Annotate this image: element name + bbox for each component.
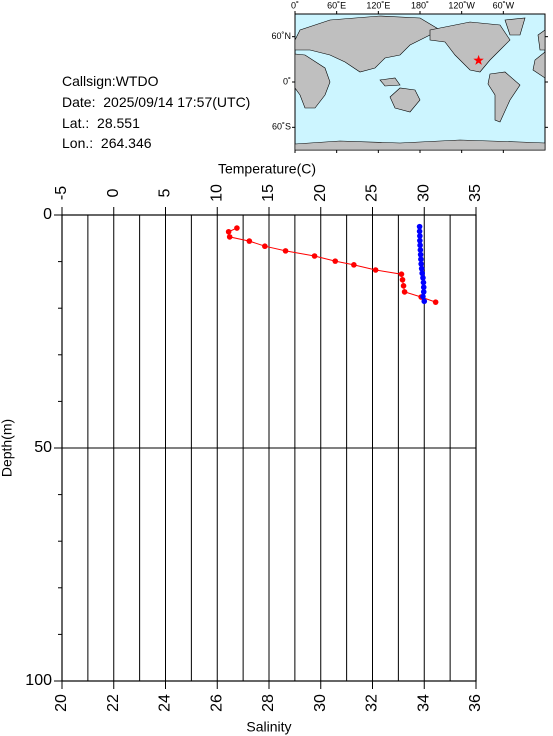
x2-tick-label: 30 [415, 184, 432, 202]
profile-line [228, 227, 436, 303]
info-label: Lon.: [62, 135, 101, 151]
x2-tick-label: 0 [105, 188, 122, 197]
profile-point [420, 289, 427, 295]
profile-point [332, 258, 339, 264]
profile-point [416, 223, 423, 230]
profile-point [311, 253, 318, 259]
info-label: Lat.: [62, 115, 97, 131]
info-value: 28.551 [97, 115, 140, 131]
profile-point [420, 284, 427, 291]
map-lon-label: 60˚W [493, 0, 515, 10]
info-value: WTDO [116, 73, 159, 89]
profile-point [262, 243, 268, 250]
profile-point [225, 228, 232, 235]
profile-point [420, 275, 426, 281]
map-lat-label: 0˚ [283, 76, 291, 86]
profile-point [417, 233, 423, 239]
y-tick-label: 50 [34, 439, 52, 456]
profile-point [372, 267, 379, 273]
profile-point [417, 242, 423, 249]
profile-point [420, 293, 426, 300]
info-label: Callsign: [62, 73, 116, 89]
info-row: Callsign:WTDO [62, 73, 159, 89]
profile-point [398, 271, 405, 277]
x2-tick-label: 10 [208, 184, 225, 202]
land [294, 15, 441, 73]
x-tick-label: 36 [467, 694, 484, 712]
profile-point [418, 265, 425, 272]
x-tick-label: 34 [415, 694, 432, 712]
profile-point [417, 251, 424, 258]
y-tick-label: 100 [25, 672, 52, 689]
profile-point [418, 261, 424, 267]
y-axis-label: Depth(m) [0, 419, 15, 477]
map-lon-label: 60˚E [327, 0, 346, 10]
info-row: Lat.: 28.551 [62, 115, 140, 131]
profile-point [246, 238, 253, 244]
map-lat-label: 60˚N [271, 31, 291, 41]
y-tick-label: 0 [43, 206, 52, 223]
info-value: 2025/09/14 17:57(UTC) [103, 94, 250, 110]
x-tick-label: 32 [364, 694, 381, 712]
land [487, 71, 521, 123]
map-lon-label: 120˚W [448, 0, 475, 10]
profile-point [351, 262, 357, 268]
x-tick-label: 30 [312, 694, 329, 712]
map-lon-label: 180˚ [411, 0, 429, 10]
info-row: Lon.: 264.346 [62, 135, 152, 151]
location-marker [473, 54, 484, 65]
x2-tick-label: 5 [157, 188, 174, 197]
info-row: Date: 2025/09/14 17:57(UTC) [62, 94, 250, 110]
profile-point [416, 228, 423, 235]
map [294, 13, 546, 151]
map-lon-label: 0˚ [291, 0, 299, 10]
plot-frame [61, 214, 477, 682]
x2-tick-label: -5 [53, 186, 70, 200]
x2-axis-label: Temperature(C) [218, 161, 316, 177]
x-axis-label: Salinity [246, 719, 291, 735]
profile-point [419, 270, 425, 277]
x2-tick-label: 25 [364, 184, 381, 202]
x-tick-label: 28 [260, 694, 277, 712]
profile-point [282, 248, 289, 254]
map-lat-label: 60˚S [272, 122, 291, 132]
x-tick-label: 24 [157, 694, 174, 712]
land [537, 29, 546, 51]
profile-point [432, 299, 439, 305]
profile-point [399, 276, 406, 283]
x2-tick-label: 20 [312, 184, 329, 202]
profile-point [417, 247, 424, 253]
land [429, 21, 511, 73]
x2-tick-label: 35 [467, 184, 484, 202]
profile-point [401, 289, 408, 295]
land [294, 53, 331, 109]
land [389, 87, 421, 113]
land [504, 17, 526, 36]
map-lon-label: 120˚E [366, 0, 390, 10]
profile-point [417, 237, 423, 244]
profile-point [421, 298, 428, 305]
land [532, 51, 546, 79]
x-tick-label: 22 [105, 694, 122, 712]
info-label: Date: [62, 94, 103, 110]
info-value: 264.346 [101, 135, 152, 151]
profile-point [420, 279, 427, 286]
x2-tick-label: 15 [260, 184, 277, 202]
profile-point [226, 234, 233, 240]
profile-point [418, 256, 424, 263]
x-tick-label: 26 [208, 694, 225, 712]
profile-point [400, 283, 407, 289]
land [379, 77, 401, 87]
profile-point [234, 225, 240, 231]
x-tick-label: 20 [53, 694, 70, 712]
